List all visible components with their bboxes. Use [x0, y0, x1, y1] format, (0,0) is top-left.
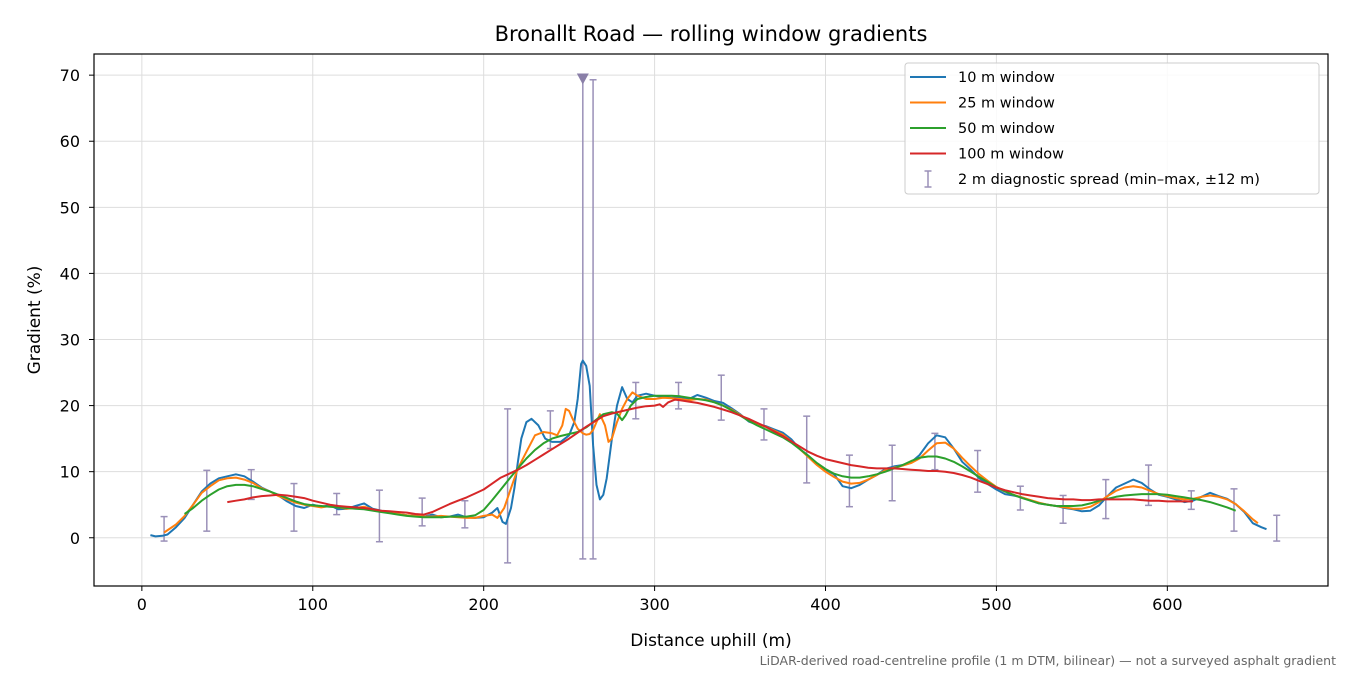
error-bar: [589, 79, 597, 560]
legend-label-25m: 25 m window: [958, 96, 1055, 112]
series-line-1: [163, 391, 1259, 534]
y-tick-label: 0: [70, 529, 80, 548]
error-bar: [803, 415, 811, 484]
legend-entry-25m: 25 m window: [910, 96, 1055, 112]
x-tick-label: 0: [137, 595, 147, 614]
error-bar: [290, 482, 298, 532]
y-tick-label: 70: [60, 66, 80, 85]
error-bar: [760, 408, 768, 441]
legend-entry-50m: 50 m window: [910, 121, 1055, 137]
chart-title: Bronallt Road — rolling window gradients: [495, 22, 928, 46]
series-line-3: [227, 398, 1193, 516]
legend-entry-100m: 100 m window: [910, 147, 1064, 163]
x-tick-label: 100: [297, 595, 328, 614]
error-bar: [931, 432, 939, 471]
y-tick-label: 30: [60, 330, 80, 349]
x-tick-label: 300: [639, 595, 670, 614]
legend-label-100m: 100 m window: [958, 147, 1064, 163]
y-tick-label: 20: [60, 397, 80, 416]
legend-box: [904, 62, 1320, 195]
error-bar: [247, 468, 255, 501]
x-axis-label: Distance uphill (m): [630, 631, 791, 651]
error-bar: [504, 408, 512, 564]
series-lines: [150, 359, 1267, 538]
error-bar: [888, 444, 896, 502]
y-tick-label: 10: [60, 463, 80, 482]
error-bar: [203, 469, 211, 532]
legend-label-error-bar: 2 m diagnostic spread (min–max, ±12 m): [958, 172, 1260, 188]
error-bar: [1145, 464, 1153, 507]
error-bar: [418, 497, 426, 527]
x-tick-label: 600: [1152, 595, 1183, 614]
legend-entry-10m: 10 m window: [910, 70, 1055, 86]
error-bar: [974, 449, 982, 493]
plot-frame: [93, 53, 1329, 587]
axis-ticks: 0 100 200 300 400 500 600 0 10 20 30 40 50 60 70: [60, 66, 1183, 614]
off-scale-marker: [576, 73, 589, 85]
footnote: LiDAR-derived road-centreline profile (1…: [760, 653, 1336, 668]
error-bar: [461, 499, 469, 529]
legend-label-50m: 50 m window: [958, 121, 1055, 137]
x-tick-label: 200: [468, 595, 499, 614]
legend-label-10m: 10 m window: [958, 70, 1055, 86]
series-line-2: [184, 394, 1237, 519]
y-tick-label: 60: [60, 132, 80, 151]
y-tick-label: 40: [60, 264, 80, 283]
error-bar: [375, 489, 383, 543]
x-tick-label: 400: [810, 595, 841, 614]
error-bar: [160, 515, 168, 542]
y-axis-label: Gradient (%): [25, 266, 45, 375]
legend-entry-error-bar: 2 m diagnostic spread (min–max, ±12 m): [924, 170, 1260, 188]
error-bar: [1273, 514, 1281, 542]
error-bar: [333, 492, 341, 516]
y-tick-label: 50: [60, 198, 80, 217]
legend: 10 m window 25 m window 50 m window 100 …: [904, 62, 1320, 195]
x-tick-label: 500: [981, 595, 1012, 614]
error-bar: [717, 374, 725, 421]
